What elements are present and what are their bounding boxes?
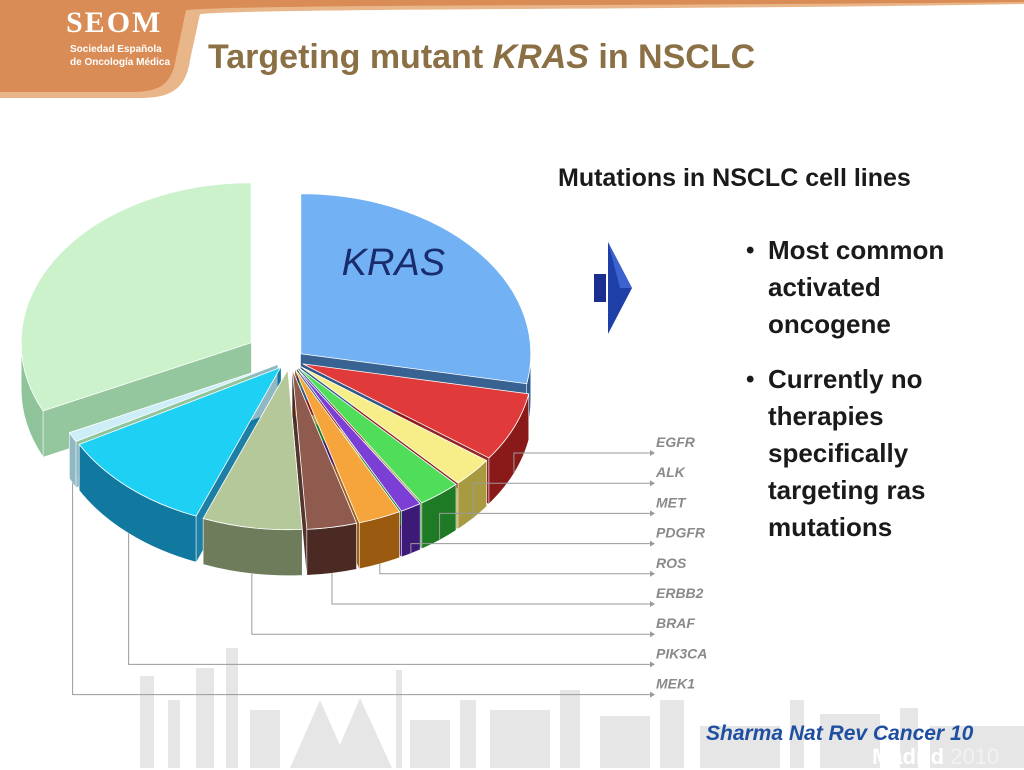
legend-label-pik3ca: PIK3CA — [656, 645, 707, 661]
legend-label-pdgfr: PDGFR — [656, 525, 706, 541]
leader-line-mek1 — [72, 483, 650, 696]
leader-arrowhead — [650, 540, 655, 547]
leader-arrowhead — [650, 510, 655, 517]
leader-arrowhead — [650, 601, 655, 607]
section-heading: Mutations in NSCLC cell lines — [558, 164, 911, 192]
leader-arrowhead — [650, 480, 655, 487]
bullet-item: Currently no therapies specifically targ… — [744, 361, 984, 546]
kras-callout-label: KRAS — [342, 242, 445, 284]
pie-slice-braf — [202, 368, 303, 531]
pie-slice-mek1 — [68, 364, 278, 443]
bullet-list: Most common activated oncogene Currently… — [744, 232, 984, 564]
legend-label-met: MET — [656, 494, 687, 510]
slide-title: Targeting mutant KRAS in NSCLC — [208, 38, 755, 77]
pie-slice-pdgfr — [296, 368, 421, 512]
pie-slice-ros — [294, 368, 401, 524]
pie-slice-met — [298, 367, 457, 504]
pie-slice-pik3ca — [78, 366, 282, 517]
leader-line-pik3ca — [128, 533, 650, 665]
leader-arrowhead — [650, 570, 655, 577]
footer-logo: Madrid 2010 — [872, 744, 999, 770]
arrow-right-icon — [594, 242, 632, 334]
leader-line-met — [439, 512, 650, 541]
legend-label-mek1: MEK1 — [656, 676, 695, 692]
logo-subtitle-line1: Sociedad Española — [70, 44, 162, 55]
leader-arrowhead — [650, 450, 655, 456]
legend-label-egfr: EGFR — [656, 434, 696, 450]
mutation-pie-chart: KRAS EGFR ALK MET PDGFR ROS ERBB2 BRAF PIK3CA MEK… — [20, 182, 707, 698]
slide-title-prefix: Targeting mutant — [208, 38, 493, 76]
leader-line-erbb2 — [331, 573, 650, 605]
citation: Sharma Nat Rev Cancer 10 — [706, 722, 974, 745]
logo-subtitle-line2: de Oncología Médica — [70, 57, 171, 68]
leader-arrowhead — [650, 691, 655, 698]
legend-label-alk: ALK — [655, 464, 686, 480]
leader-line-pdgfr — [410, 543, 650, 554]
pie-slice-erbb2-side — [306, 522, 357, 576]
leader-line-braf — [251, 573, 650, 635]
legend-label-braf: BRAF — [656, 615, 695, 631]
legend-label-ros: ROS — [656, 555, 687, 571]
pie-slice-alk — [300, 366, 488, 484]
skyline-decoration — [140, 648, 1024, 768]
slide-title-suffix: in NSCLC — [588, 38, 756, 76]
bullet-item: Most common activated oncogene — [744, 232, 984, 343]
pie-slice-erbb2 — [292, 369, 358, 530]
leader-arrowhead — [650, 631, 655, 638]
pie-slice-kras — [300, 193, 532, 385]
logo-title: SEOM — [66, 6, 163, 39]
pie-slice-other — [20, 182, 252, 412]
header-band — [0, 0, 1024, 98]
footer-year: 2010 — [950, 744, 1000, 769]
leader-arrowhead — [650, 661, 655, 668]
leader-line-ros — [379, 563, 650, 575]
leader-line-alk — [472, 482, 650, 519]
pie-slice-egfr — [302, 363, 530, 459]
leader-line-egfr — [513, 452, 650, 474]
legend-label-erbb2: ERBB2 — [656, 585, 704, 601]
slide-title-italic: KRAS — [492, 38, 589, 76]
footer-city: Madrid — [872, 744, 945, 769]
